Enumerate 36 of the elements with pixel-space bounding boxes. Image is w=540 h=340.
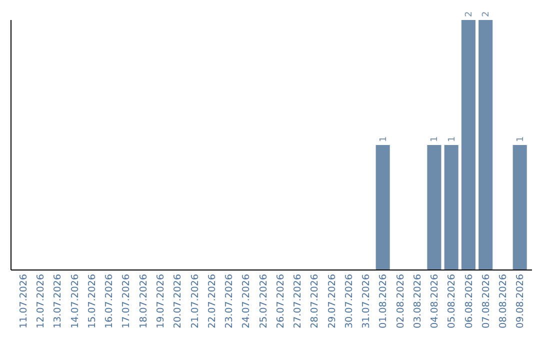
x-tick-label: 08.08.2026 [498, 274, 510, 328]
x-tick-label: 19.07.2026 [156, 274, 166, 328]
x-tick-label: 15.07.2026 [86, 274, 98, 328]
x-tick-label: 24.07.2026 [241, 274, 252, 328]
x-tick-label: 14.07.2026 [70, 274, 81, 328]
x-tick-label: 22.07.2026 [206, 274, 218, 328]
x-tick-label: 03.08.2026 [412, 274, 424, 328]
x-tick-label: 11.07.2026 [18, 274, 30, 328]
data-label: 1 [447, 136, 458, 142]
x-tick-label: 27.07.2026 [292, 274, 304, 328]
data-label: 1 [378, 136, 389, 142]
x-tick-label: 29.07.2026 [326, 274, 338, 328]
x-tick-label: 18.07.2026 [138, 274, 150, 328]
x-tick-label: 26.07.2026 [275, 274, 286, 328]
x-tick-label: 02.08.2026 [395, 274, 406, 328]
x-tick-label: 30.07.2026 [344, 274, 355, 328]
x-tick-label: 21.07.2026 [190, 274, 201, 328]
x-tick-label: 20.07.2026 [172, 274, 184, 328]
x-tick-label: 23.07.2026 [224, 274, 236, 328]
data-label: 1 [430, 136, 440, 142]
x-tick-label: 06.08.2026 [464, 274, 475, 328]
x-tick-label: 07.08.2026 [480, 274, 492, 328]
data-label: 2 [482, 11, 492, 17]
x-tick-label: 17.07.2026 [121, 274, 132, 328]
x-tick-label: 05.08.2026 [446, 274, 458, 328]
x-tick-label: 28.07.2026 [310, 274, 321, 328]
x-tick-label: 31.07.2026 [361, 274, 372, 328]
x-tick-label: 13.07.2026 [52, 274, 64, 328]
x-tick-label: 09.08.2026 [515, 274, 526, 328]
x-tick-label: 25.07.2026 [258, 274, 270, 328]
x-tick-label: 04.08.2026 [430, 274, 441, 328]
data-label: 1 [516, 136, 526, 142]
x-tick-label: 12.07.2026 [36, 274, 47, 328]
data-label: 2 [464, 11, 474, 17]
x-tick-label: 01.08.2026 [378, 274, 390, 328]
x-tick-label: 16.07.2026 [104, 274, 116, 328]
